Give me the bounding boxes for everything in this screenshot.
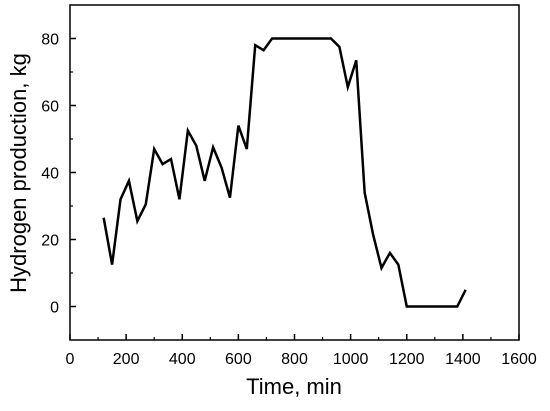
x-axis-tick-labels: 0 200 400 600 800 1000 1200 1400 1600 bbox=[66, 351, 537, 368]
y-tick-label: 20 bbox=[41, 233, 59, 250]
y-axis-tick-labels: 0 20 40 60 80 bbox=[41, 32, 59, 317]
x-axis-ticks bbox=[69, 334, 520, 340]
plot-frame bbox=[69, 4, 520, 341]
x-tick-label: 1200 bbox=[389, 351, 425, 368]
x-tick-label: 1400 bbox=[445, 351, 481, 368]
y-tick-label: 0 bbox=[50, 300, 59, 317]
y-axis-label: Hydrogen production, kg bbox=[6, 53, 31, 293]
x-tick-label: 200 bbox=[113, 351, 140, 368]
x-tick-label: 1000 bbox=[333, 351, 369, 368]
x-tick-label: 0 bbox=[66, 351, 75, 368]
series-line bbox=[102, 37, 467, 308]
x-tick-label: 400 bbox=[169, 351, 196, 368]
x-tick-label: 1600 bbox=[501, 351, 537, 368]
y-axis-ticks bbox=[70, 37, 76, 308]
y-tick-label: 60 bbox=[41, 99, 59, 116]
x-tick-label: 800 bbox=[281, 351, 308, 368]
x-tick-label: 600 bbox=[225, 351, 252, 368]
y-tick-label: 40 bbox=[41, 166, 59, 183]
y-tick-label: 80 bbox=[41, 32, 59, 49]
x-axis-label: Time, min bbox=[246, 374, 342, 399]
plot-content bbox=[102, 37, 467, 308]
